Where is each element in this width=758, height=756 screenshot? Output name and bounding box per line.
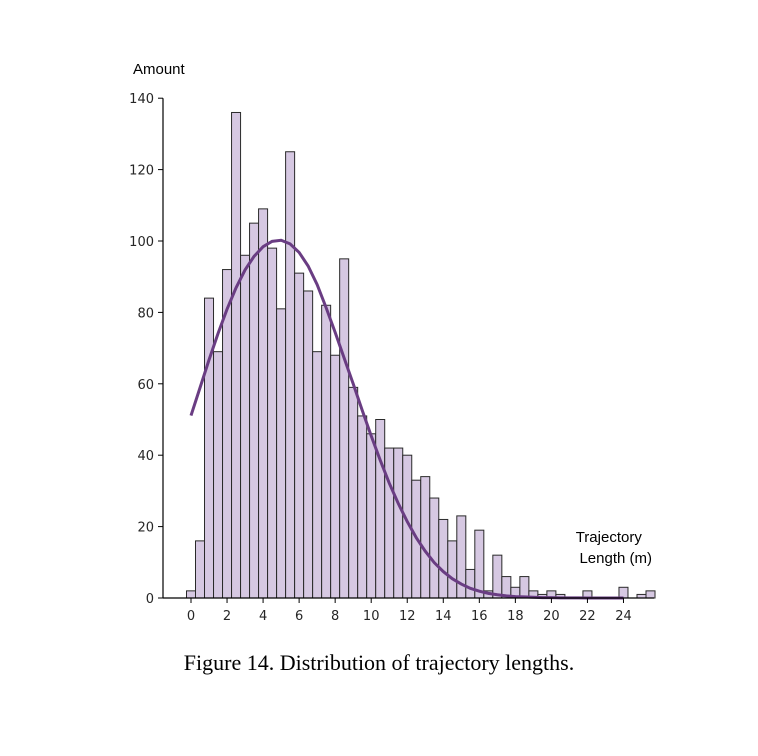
- histogram-bar: [258, 208, 269, 599]
- x-tick-label: 0: [187, 609, 195, 624]
- histogram-bar: [519, 576, 530, 599]
- histogram-bar: [294, 272, 305, 599]
- x-axis-title-line-2: Length (m): [579, 550, 652, 567]
- y-axis-ticks: 0 20 40 60 80 100 120 140: [129, 92, 163, 607]
- histogram-bar: [321, 304, 332, 599]
- x-tick-label: 8: [331, 609, 339, 624]
- x-axis-title-line-1: Trajectory: [576, 529, 643, 546]
- x-tick-label: 2: [223, 609, 231, 624]
- x-tick-label: 12: [399, 609, 416, 624]
- histogram-bar: [492, 554, 503, 599]
- x-tick-label: 24: [615, 609, 632, 624]
- x-tick-label: 16: [471, 609, 488, 624]
- histogram-bar: [249, 222, 260, 599]
- histogram-bar: [384, 447, 395, 599]
- histogram-bar: [357, 415, 368, 599]
- histogram-bar: [231, 111, 242, 599]
- histogram-bar: [285, 151, 296, 599]
- histogram-bar: [429, 497, 440, 599]
- y-tick-label: 120: [129, 164, 154, 179]
- histogram-bar: [303, 290, 314, 599]
- y-axis-title: Amount: [133, 61, 186, 78]
- x-tick-label: 6: [295, 609, 303, 624]
- y-tick-label: 0: [146, 592, 154, 607]
- histogram-bar: [240, 254, 251, 599]
- histogram-bar: [330, 354, 341, 599]
- figure-caption: Figure 14. Distribution of trajectory le…: [183, 650, 575, 675]
- x-tick-label: 10: [363, 609, 380, 624]
- x-tick-label: 18: [507, 609, 524, 624]
- histogram-bar: [420, 476, 431, 599]
- x-axis-title: Trajectory Length (m): [576, 529, 652, 567]
- histogram-bar: [195, 540, 206, 599]
- x-tick-label: 20: [543, 609, 560, 624]
- y-tick-label: 140: [129, 92, 154, 107]
- histogram-bar: [618, 586, 629, 599]
- histogram-bar: [465, 568, 476, 599]
- y-tick-label: 40: [137, 449, 154, 464]
- y-tick-label: 80: [137, 306, 154, 321]
- histogram-bar: [366, 433, 377, 599]
- x-tick-label: 14: [435, 609, 452, 624]
- y-tick-label: 60: [137, 378, 154, 393]
- x-tick-label: 22: [579, 609, 596, 624]
- histogram-bar: [186, 590, 197, 599]
- histogram-bar: [276, 308, 287, 599]
- histogram-bars: [186, 111, 656, 599]
- y-tick-label: 100: [129, 235, 154, 250]
- histogram-bar: [375, 419, 386, 599]
- histogram-bar: [312, 351, 323, 599]
- histogram-bar: [204, 297, 215, 599]
- histogram-bar: [438, 518, 449, 599]
- x-tick-label: 4: [259, 609, 267, 624]
- x-axis-ticks: 0 2 4 6 8 10 12 14 16 18 20 22 24: [187, 598, 632, 624]
- histogram-bar: [645, 590, 656, 599]
- histogram-bar: [393, 447, 404, 599]
- histogram-bar: [474, 529, 485, 599]
- y-tick-label: 20: [137, 521, 154, 536]
- histogram-bar: [339, 258, 350, 599]
- histogram-bar: [447, 540, 458, 599]
- histogram-bar: [213, 351, 224, 599]
- histogram-bar: [267, 247, 278, 599]
- axes: [162, 98, 654, 599]
- histogram-bar: [348, 386, 359, 599]
